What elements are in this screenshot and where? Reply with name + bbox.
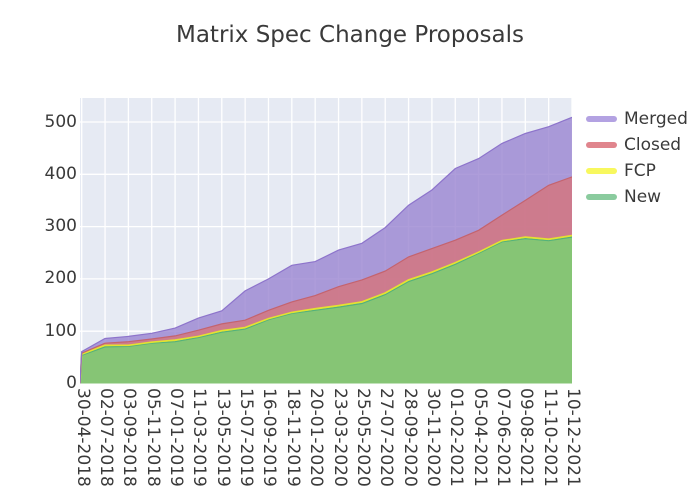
x-tick-label: 15-07-2019 bbox=[236, 388, 257, 487]
legend-item-closed: Closed bbox=[586, 133, 681, 157]
x-tick-label: 18-11-2019 bbox=[282, 388, 303, 487]
y-tick-label: 200 bbox=[44, 268, 77, 289]
x-tick-label: 28-09-2020 bbox=[399, 388, 420, 487]
x-tick-label: 01-02-2021 bbox=[446, 388, 467, 487]
fcp-swatch-icon bbox=[586, 168, 617, 174]
x-tick-label: 30-04-2018 bbox=[72, 388, 93, 487]
legend-item-new: New bbox=[586, 185, 661, 209]
legend-label-fcp: FCP bbox=[624, 161, 656, 181]
x-tick-label: 05-11-2018 bbox=[142, 388, 163, 487]
closed-swatch-icon bbox=[586, 142, 617, 148]
x-tick-label: 30-11-2020 bbox=[422, 388, 443, 487]
merged-swatch-icon bbox=[586, 116, 617, 122]
new-swatch-icon bbox=[586, 194, 617, 200]
chart-title: Matrix Spec Change Proposals bbox=[175, 22, 524, 48]
x-tick-label: 02-07-2018 bbox=[96, 388, 117, 487]
x-tick-label: 07-06-2021 bbox=[492, 388, 513, 487]
x-tick-label: 03-09-2018 bbox=[119, 388, 140, 487]
line-merged bbox=[80, 116, 572, 384]
x-tick-label: 09-08-2021 bbox=[516, 388, 537, 487]
x-tick-label: 11-10-2021 bbox=[539, 388, 560, 487]
legend-label-closed: Closed bbox=[624, 135, 682, 155]
x-tick-label: 27-07-2020 bbox=[376, 388, 397, 487]
x-tick-label: 23-03-2020 bbox=[329, 388, 350, 487]
x-tick-label: 05-04-2021 bbox=[469, 388, 490, 487]
legend-label-new: New bbox=[624, 187, 662, 207]
line-closed bbox=[80, 176, 572, 384]
x-tick-label: 25-05-2020 bbox=[352, 388, 373, 487]
x-tick-label: 10-12-2021 bbox=[563, 388, 583, 487]
y-tick-label: 0 bbox=[66, 373, 77, 393]
area-new bbox=[80, 237, 572, 384]
y-tick-label: 500 bbox=[44, 111, 77, 132]
x-tick-label: 13-05-2019 bbox=[212, 388, 233, 487]
y-tick-label: 400 bbox=[44, 163, 77, 184]
y-tick-label: 100 bbox=[44, 320, 77, 341]
line-fcp bbox=[80, 234, 572, 384]
x-tick-label: 16-09-2019 bbox=[259, 388, 280, 487]
x-tick-label: 07-01-2019 bbox=[166, 388, 187, 487]
legend-item-merged: Merged bbox=[586, 107, 688, 131]
y-tick-label: 300 bbox=[44, 216, 77, 237]
x-tick-label: 20-01-2020 bbox=[306, 388, 327, 487]
legend-item-fcp: FCP bbox=[586, 159, 656, 183]
line-new bbox=[80, 236, 572, 384]
x-tick-label: 11-03-2019 bbox=[189, 388, 210, 487]
legend-label-merged: Merged bbox=[624, 109, 688, 129]
